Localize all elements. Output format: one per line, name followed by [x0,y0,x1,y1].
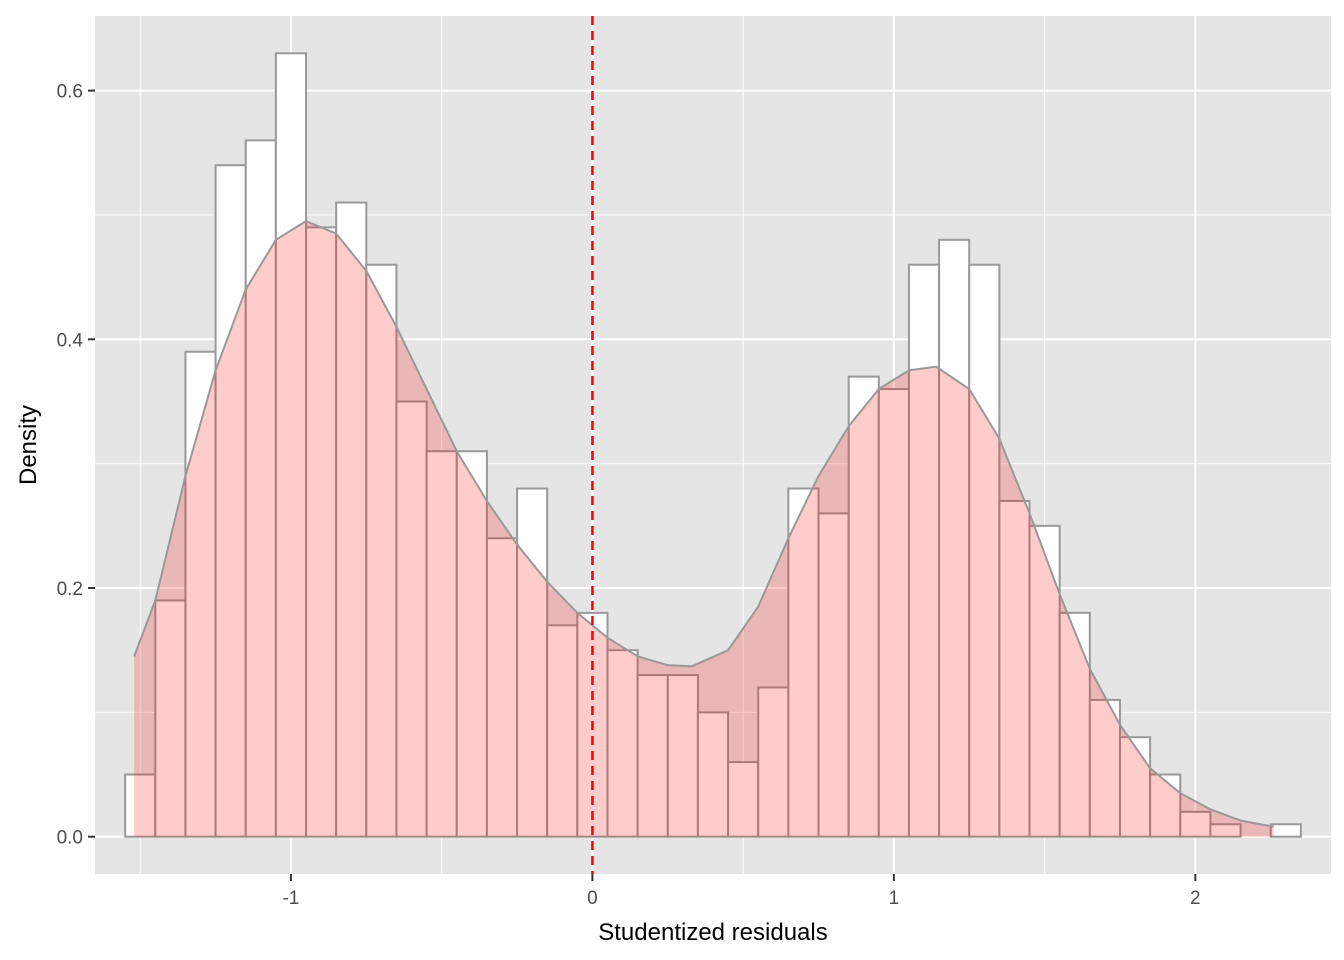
histogram-bar [907,263,941,838]
histogram-bar [274,52,308,838]
y-tick-label: 0.6 [57,82,83,103]
histogram-bar [938,238,971,838]
histogram-bar [727,761,760,838]
histogram-bar [546,624,579,838]
histogram-bar [395,400,428,838]
histogram-bar [877,388,910,838]
histogram-bar [1269,823,1302,838]
x-tick-label: 2 [1190,888,1201,909]
x-axis-title: Studentized residuals [598,919,827,946]
histogram-bar [1149,773,1182,838]
histogram-bar [696,711,730,838]
x-tick-label: -1 [282,888,299,909]
histogram-bar [1209,823,1242,838]
histogram-bar [184,350,217,838]
histogram-bar [1058,611,1091,838]
histogram-bar [425,450,458,838]
histogram-bar [847,375,880,838]
x-tick-label: 1 [889,888,900,909]
histogram-bar [757,686,790,838]
histogram-bar [968,263,1001,838]
histogram-bar [998,499,1031,838]
x-tick-label: 0 [587,888,598,909]
histogram-bar [485,537,519,838]
y-axis: 0.0 0.2 0.4 0.6 [57,82,95,849]
y-tick-label: 0.2 [57,579,83,600]
histogram-bar [1118,736,1152,838]
y-tick-label: 0.0 [57,828,83,849]
histogram-bar [214,164,247,838]
histogram-bar [817,512,850,838]
histogram-bar [787,487,820,838]
histogram-bar [666,674,699,838]
y-axis-title: Density [15,405,42,485]
y-tick-label: 0.4 [57,330,84,351]
histogram-bar [244,139,277,838]
histogram-bar [335,201,368,838]
histogram-bar [455,450,488,838]
histogram-bar [606,649,639,838]
histogram-bars [124,52,1302,838]
histogram-bar [365,263,398,838]
histogram-bar [1179,810,1212,838]
x-axis: -1 0 1 2 [282,874,1201,909]
histogram-bar [516,487,549,838]
density-curve-line [133,220,1274,828]
